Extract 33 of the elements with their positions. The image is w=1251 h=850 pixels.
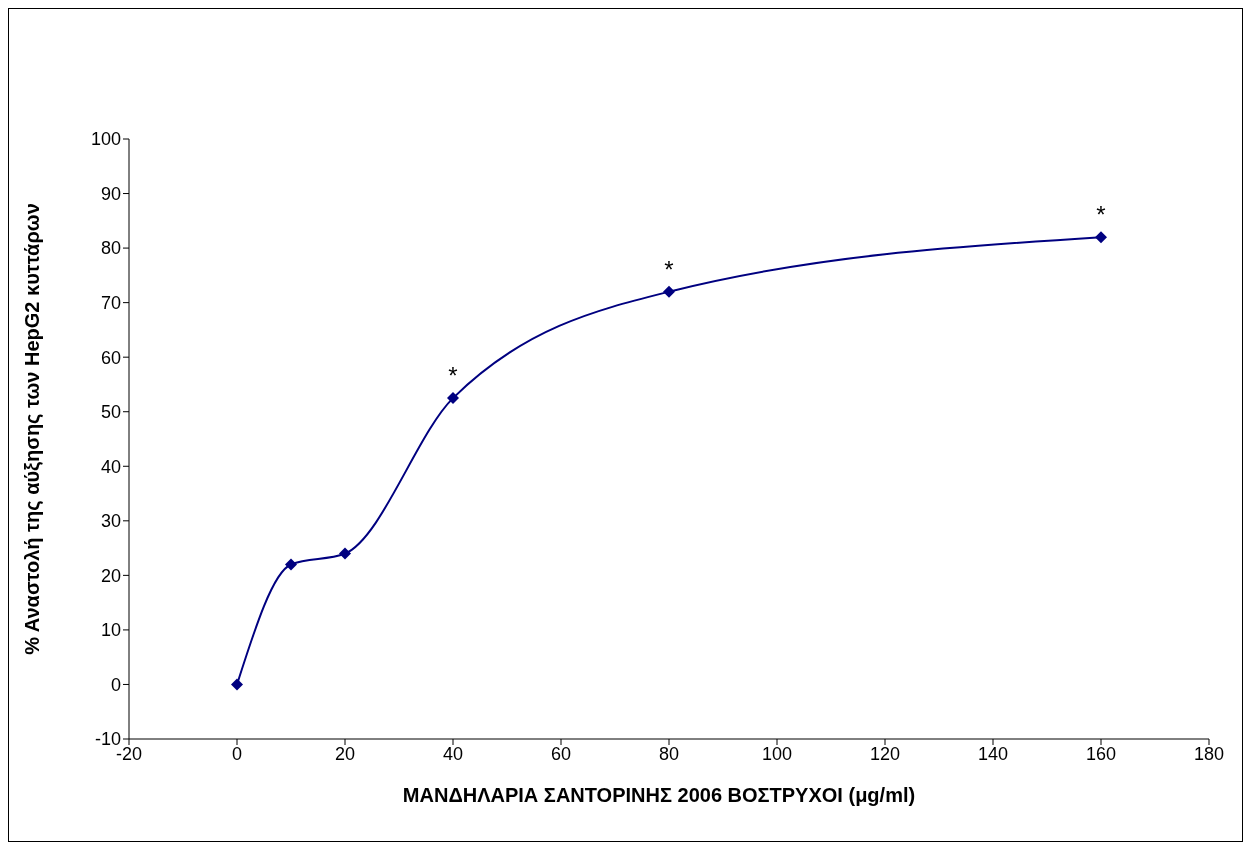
y-tick-label: 20	[100, 565, 121, 586]
x-tick-label: 60	[550, 743, 572, 764]
x-axis-title: ΜΑΝΔΗΛΑΡΙΑ ΣΑΝΤΟΡΙΝΗΣ 2006 ΒΟΣΤΡΥΧΟΙ (μg/ml)	[401, 784, 917, 807]
annotation: *	[1096, 201, 1106, 229]
y-tick-label: 30	[100, 511, 121, 532]
y-tick-label: -10	[94, 729, 121, 750]
y-tick-label: 70	[100, 293, 121, 314]
y-tick-label: 40	[100, 456, 121, 477]
point	[447, 392, 459, 405]
y-tick-label: 0	[110, 674, 121, 695]
x-tick-label: 180	[1193, 743, 1225, 764]
y-tick-label: 90	[100, 183, 121, 204]
x-tick-label: 160	[1085, 743, 1117, 764]
y-tick-label: 80	[100, 238, 121, 259]
x-tick-label: 0	[231, 743, 243, 764]
annotation: *	[448, 362, 458, 390]
y-tick-label: 50	[100, 402, 121, 423]
x-tick-label: 100	[761, 743, 793, 764]
x-tick-label: 80	[658, 743, 680, 764]
point	[663, 285, 675, 298]
point	[285, 558, 297, 571]
x-tick-label: 20	[334, 743, 356, 764]
point	[339, 547, 351, 560]
annotation: *	[664, 255, 674, 283]
y-tick-label: 10	[100, 620, 121, 641]
y-axis-title: % Αναστολή της αύξησης των HepG2 κυττάρων	[20, 202, 44, 657]
y-tick-label: 60	[100, 347, 121, 368]
x-tick-label: 40	[442, 743, 464, 764]
x-tick-label: 140	[977, 743, 1009, 764]
point	[231, 678, 243, 691]
x-tick-label: 120	[869, 743, 901, 764]
y-tick-label: 100	[90, 129, 121, 150]
point	[1095, 231, 1107, 244]
